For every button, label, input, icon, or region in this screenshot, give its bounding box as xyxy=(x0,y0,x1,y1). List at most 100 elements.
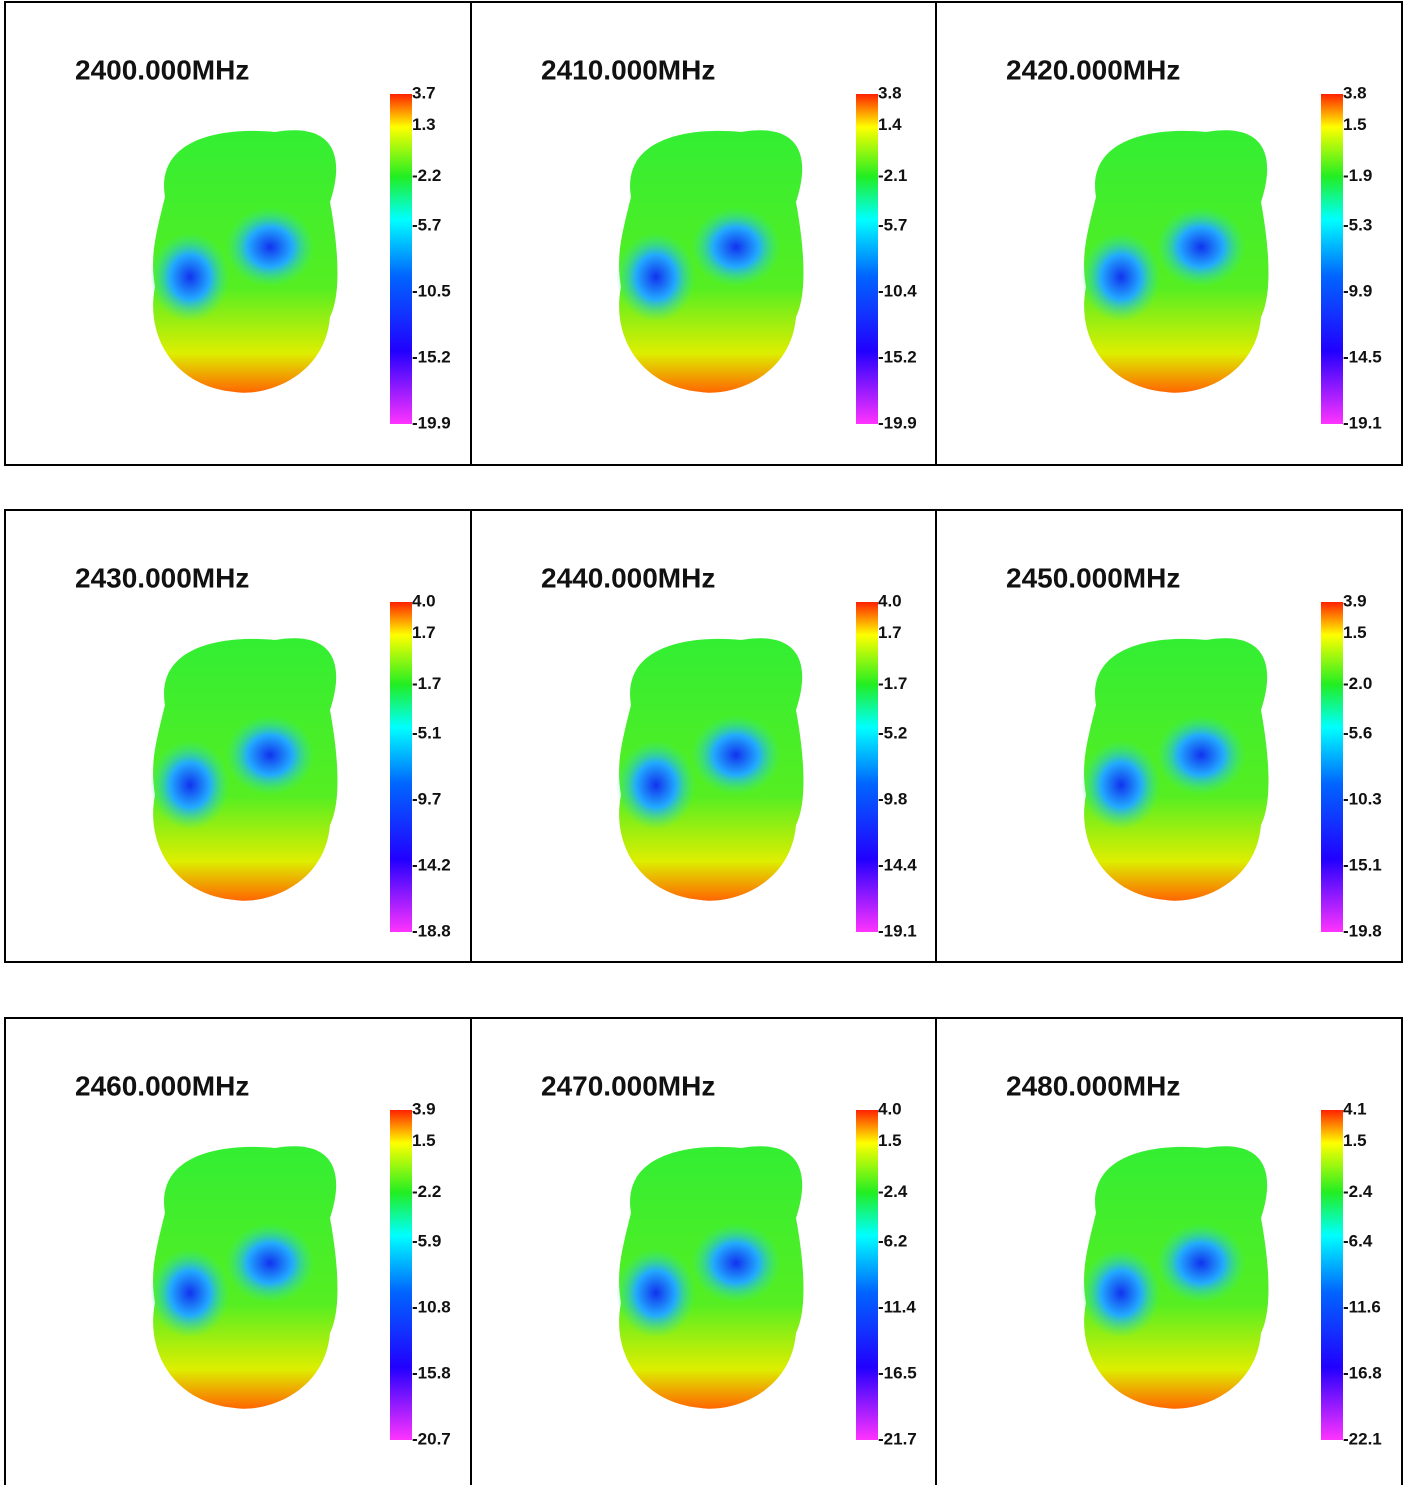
colorbar-label: -6.2 xyxy=(878,1231,907,1250)
colorbar-label: -5.3 xyxy=(1343,215,1372,234)
figure: 2400.000MHz 3.7 1.3 -2.2 -5.7 -10.5 -15.2 -19.9… xyxy=(0,0,1407,1485)
colorbar-label: -6.4 xyxy=(1343,1231,1373,1250)
colorbar-label: -19.1 xyxy=(878,921,917,940)
colorbar-label: -9.9 xyxy=(1343,281,1372,300)
panel-title: 2430.000MHz xyxy=(75,562,249,593)
pattern-null xyxy=(1156,715,1246,795)
pattern-null xyxy=(150,740,230,830)
panel-title: 2470.000MHz xyxy=(541,1070,715,1101)
colorbar-label: -15.2 xyxy=(412,347,451,366)
colorbar-label: -5.9 xyxy=(412,1231,441,1250)
colorbar-label: -14.2 xyxy=(412,855,451,874)
colorbar-label: -10.3 xyxy=(1343,789,1382,808)
panel-title: 2480.000MHz xyxy=(1006,1070,1180,1101)
colorbar-label: -15.8 xyxy=(412,1363,451,1382)
colorbar xyxy=(390,1110,412,1440)
colorbar-label: 1.7 xyxy=(878,623,902,642)
colorbar-label: -14.4 xyxy=(878,855,917,874)
colorbar-label: 1.3 xyxy=(412,115,436,134)
pattern-null xyxy=(225,1223,315,1303)
colorbar-label: 3.8 xyxy=(1343,83,1367,102)
panel-title: 2440.000MHz xyxy=(541,562,715,593)
colorbar-label: -18.8 xyxy=(412,921,451,940)
pattern-null xyxy=(225,207,315,287)
pattern-null xyxy=(1081,740,1161,830)
colorbar xyxy=(856,602,878,932)
colorbar-label: 1.5 xyxy=(1343,623,1367,642)
colorbar-label: -2.1 xyxy=(878,166,907,185)
colorbar-label: -2.2 xyxy=(412,1182,441,1201)
colorbar-label: -2.2 xyxy=(412,166,441,185)
panel-title: 2420.000MHz xyxy=(1006,54,1180,85)
pattern-null xyxy=(150,232,230,322)
colorbar-label: 1.5 xyxy=(412,1131,436,1150)
colorbar-label: -2.4 xyxy=(878,1182,908,1201)
pattern-null xyxy=(225,715,315,795)
colorbar-label: -1.9 xyxy=(1343,166,1372,185)
colorbar-label: -19.8 xyxy=(1343,921,1382,940)
pattern-null xyxy=(1081,232,1161,322)
colorbar-label: 4.1 xyxy=(1343,1099,1367,1118)
colorbar-label: 4.0 xyxy=(878,1099,902,1118)
colorbar-label: -15.2 xyxy=(878,347,917,366)
colorbar-label: -9.7 xyxy=(412,789,441,808)
pattern-null xyxy=(150,1248,230,1338)
pattern-null xyxy=(691,1223,781,1303)
colorbar-label: -21.7 xyxy=(878,1429,917,1448)
colorbar-label: 1.5 xyxy=(1343,1131,1367,1150)
colorbar-label: 1.5 xyxy=(878,1131,902,1150)
colorbar-label: -11.4 xyxy=(878,1297,916,1316)
colorbar-label: 3.9 xyxy=(412,1099,436,1118)
colorbar xyxy=(1321,1110,1343,1440)
pattern-null xyxy=(691,207,781,287)
colorbar-label: 4.0 xyxy=(412,591,436,610)
colorbar-label: -10.5 xyxy=(412,281,451,300)
panel-title: 2450.000MHz xyxy=(1006,562,1180,593)
pattern-null xyxy=(1156,207,1246,287)
page: {"panels": [ {"title": "2400.000MHz", "s… xyxy=(0,0,1407,1485)
pattern-null xyxy=(691,715,781,795)
colorbar-label: -1.7 xyxy=(878,674,907,693)
colorbar-label: 3.8 xyxy=(878,83,902,102)
colorbar-label: -19.1 xyxy=(1343,413,1382,432)
colorbar-label: -9.8 xyxy=(878,789,907,808)
colorbar-label: -10.4 xyxy=(878,281,917,300)
pattern-null xyxy=(1156,1223,1246,1303)
colorbar xyxy=(390,602,412,932)
panel-title: 2410.000MHz xyxy=(541,54,715,85)
colorbar-label: -16.8 xyxy=(1343,1363,1382,1382)
colorbar xyxy=(390,94,412,424)
colorbar xyxy=(1321,602,1343,932)
colorbar-label: 1.4 xyxy=(878,115,902,134)
colorbar-label: -1.7 xyxy=(412,674,441,693)
colorbar xyxy=(1321,94,1343,424)
colorbar-label: -20.7 xyxy=(412,1429,451,1448)
colorbar-label: -5.2 xyxy=(878,723,907,742)
colorbar-label: 4.0 xyxy=(878,591,902,610)
colorbar-label: -22.1 xyxy=(1343,1429,1382,1448)
colorbar-label: -5.7 xyxy=(878,215,907,234)
colorbar-label: -15.1 xyxy=(1343,855,1382,874)
colorbar-label: -2.0 xyxy=(1343,674,1372,693)
panel-title: 2460.000MHz xyxy=(75,1070,249,1101)
colorbar-label: 3.7 xyxy=(412,83,436,102)
pattern-null xyxy=(616,1248,696,1338)
colorbar-label: 1.5 xyxy=(1343,115,1367,134)
colorbar-label: -16.5 xyxy=(878,1363,917,1382)
colorbar-label: -14.5 xyxy=(1343,347,1382,366)
colorbar xyxy=(856,1110,878,1440)
colorbar-label: -5.6 xyxy=(1343,723,1372,742)
colorbar-label: -5.1 xyxy=(412,723,441,742)
colorbar-label: 1.7 xyxy=(412,623,436,642)
colorbar-label: 3.9 xyxy=(1343,591,1367,610)
pattern-null xyxy=(616,232,696,322)
pattern-null xyxy=(616,740,696,830)
colorbar-label: -19.9 xyxy=(878,413,917,432)
panel-title: 2400.000MHz xyxy=(75,54,249,85)
colorbar-label: -10.8 xyxy=(412,1297,451,1316)
colorbar-label: -19.9 xyxy=(412,413,451,432)
colorbar-label: -2.4 xyxy=(1343,1182,1373,1201)
colorbar-label: -11.6 xyxy=(1343,1297,1381,1316)
pattern-null xyxy=(1081,1248,1161,1338)
colorbar-label: -5.7 xyxy=(412,215,441,234)
